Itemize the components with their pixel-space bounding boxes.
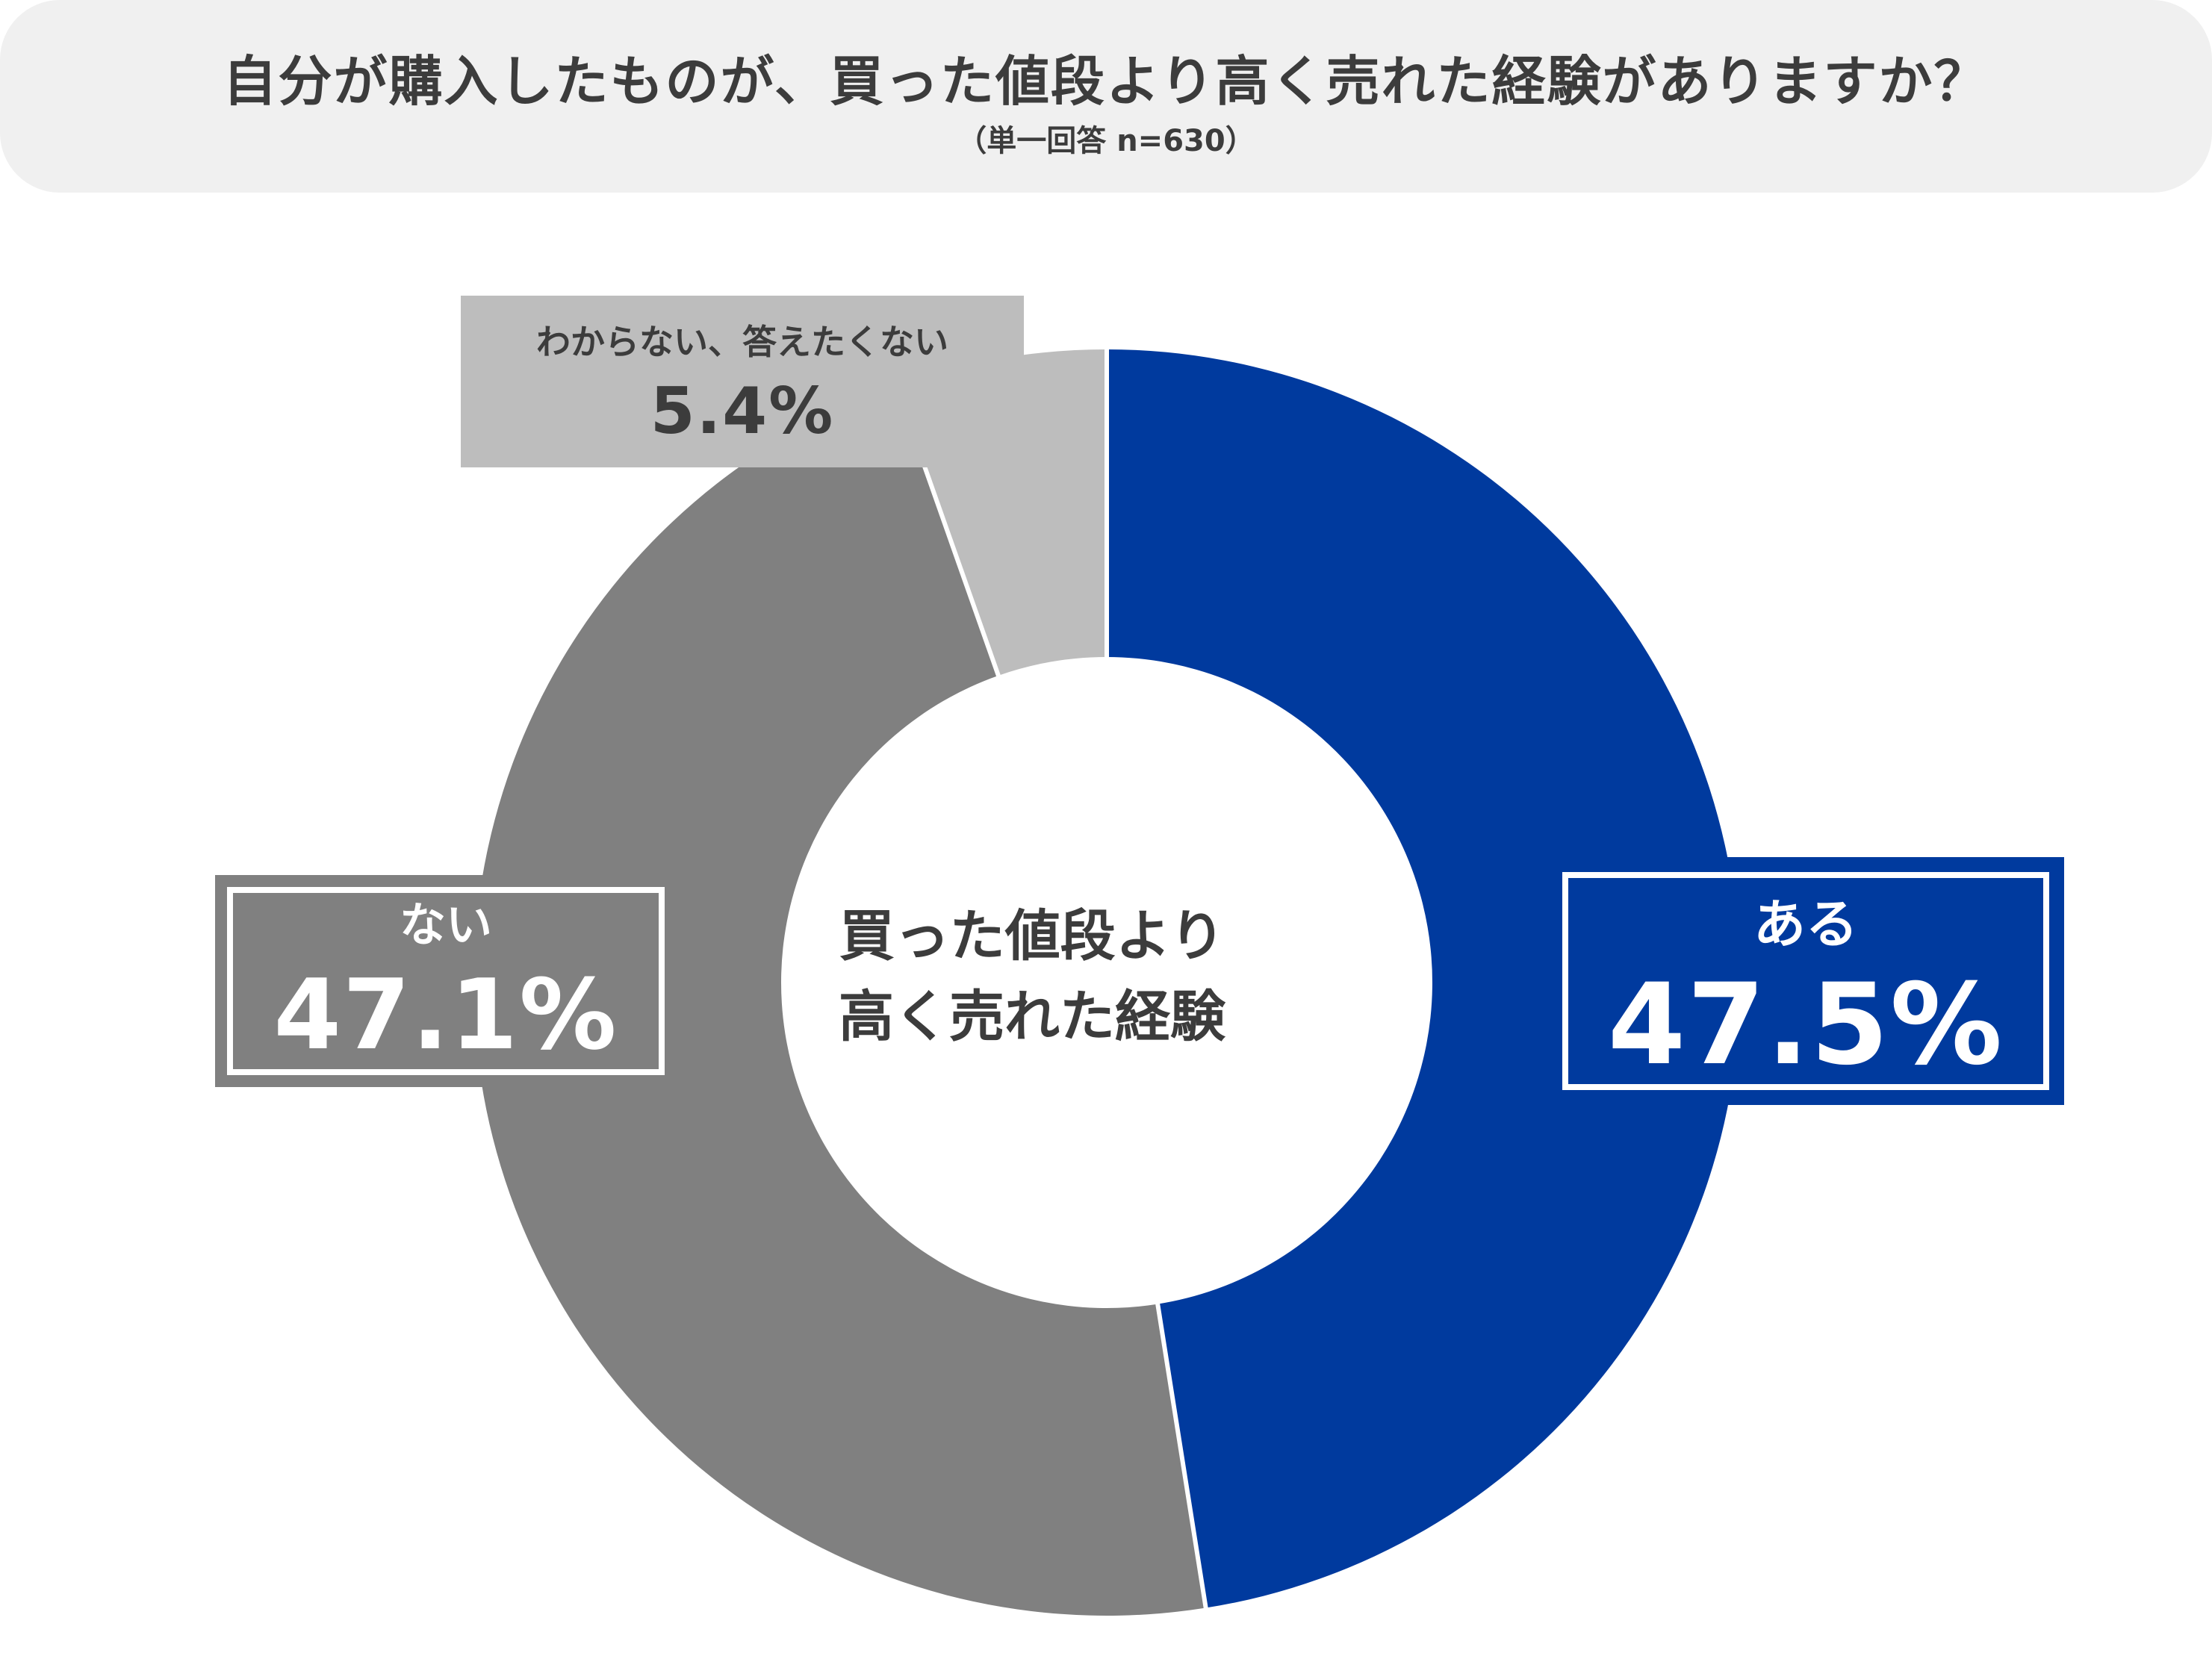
slice-separator-1 <box>1155 1302 1208 1610</box>
label-category-aru: ある <box>1753 894 1858 955</box>
center-label-line-1: 買った値段より <box>839 904 1225 968</box>
donut-slice-0 <box>1107 349 1741 1608</box>
label-value-wakaranai: 5.4% <box>650 374 835 449</box>
label-category-nai: ない <box>399 897 492 952</box>
label-box-nai: ない 47.1% <box>215 875 677 1087</box>
label-value-aru: 47.5% <box>1607 960 2004 1090</box>
label-box-aru: ある 47.5% <box>1547 857 2064 1105</box>
title-banner <box>0 0 2212 193</box>
chart-title: 自分が購入したものが、買った値段より高く売れた経験がありますか？ <box>223 50 1989 113</box>
chart-subtitle: （単一回答 n=630） <box>957 124 1255 158</box>
donut-slice-1 <box>473 385 1206 1616</box>
label-box-wakaranai: わからない、答えたくない 5.4% <box>461 296 1024 467</box>
label-category-wakaranai: わからない、答えたくない <box>536 322 948 362</box>
donut-center-label: 買った値段より 高く売れた経験 <box>808 896 1256 1057</box>
label-value-nai: 47.1% <box>273 958 618 1071</box>
center-label-line-2: 高く売れた経験 <box>839 985 1225 1049</box>
